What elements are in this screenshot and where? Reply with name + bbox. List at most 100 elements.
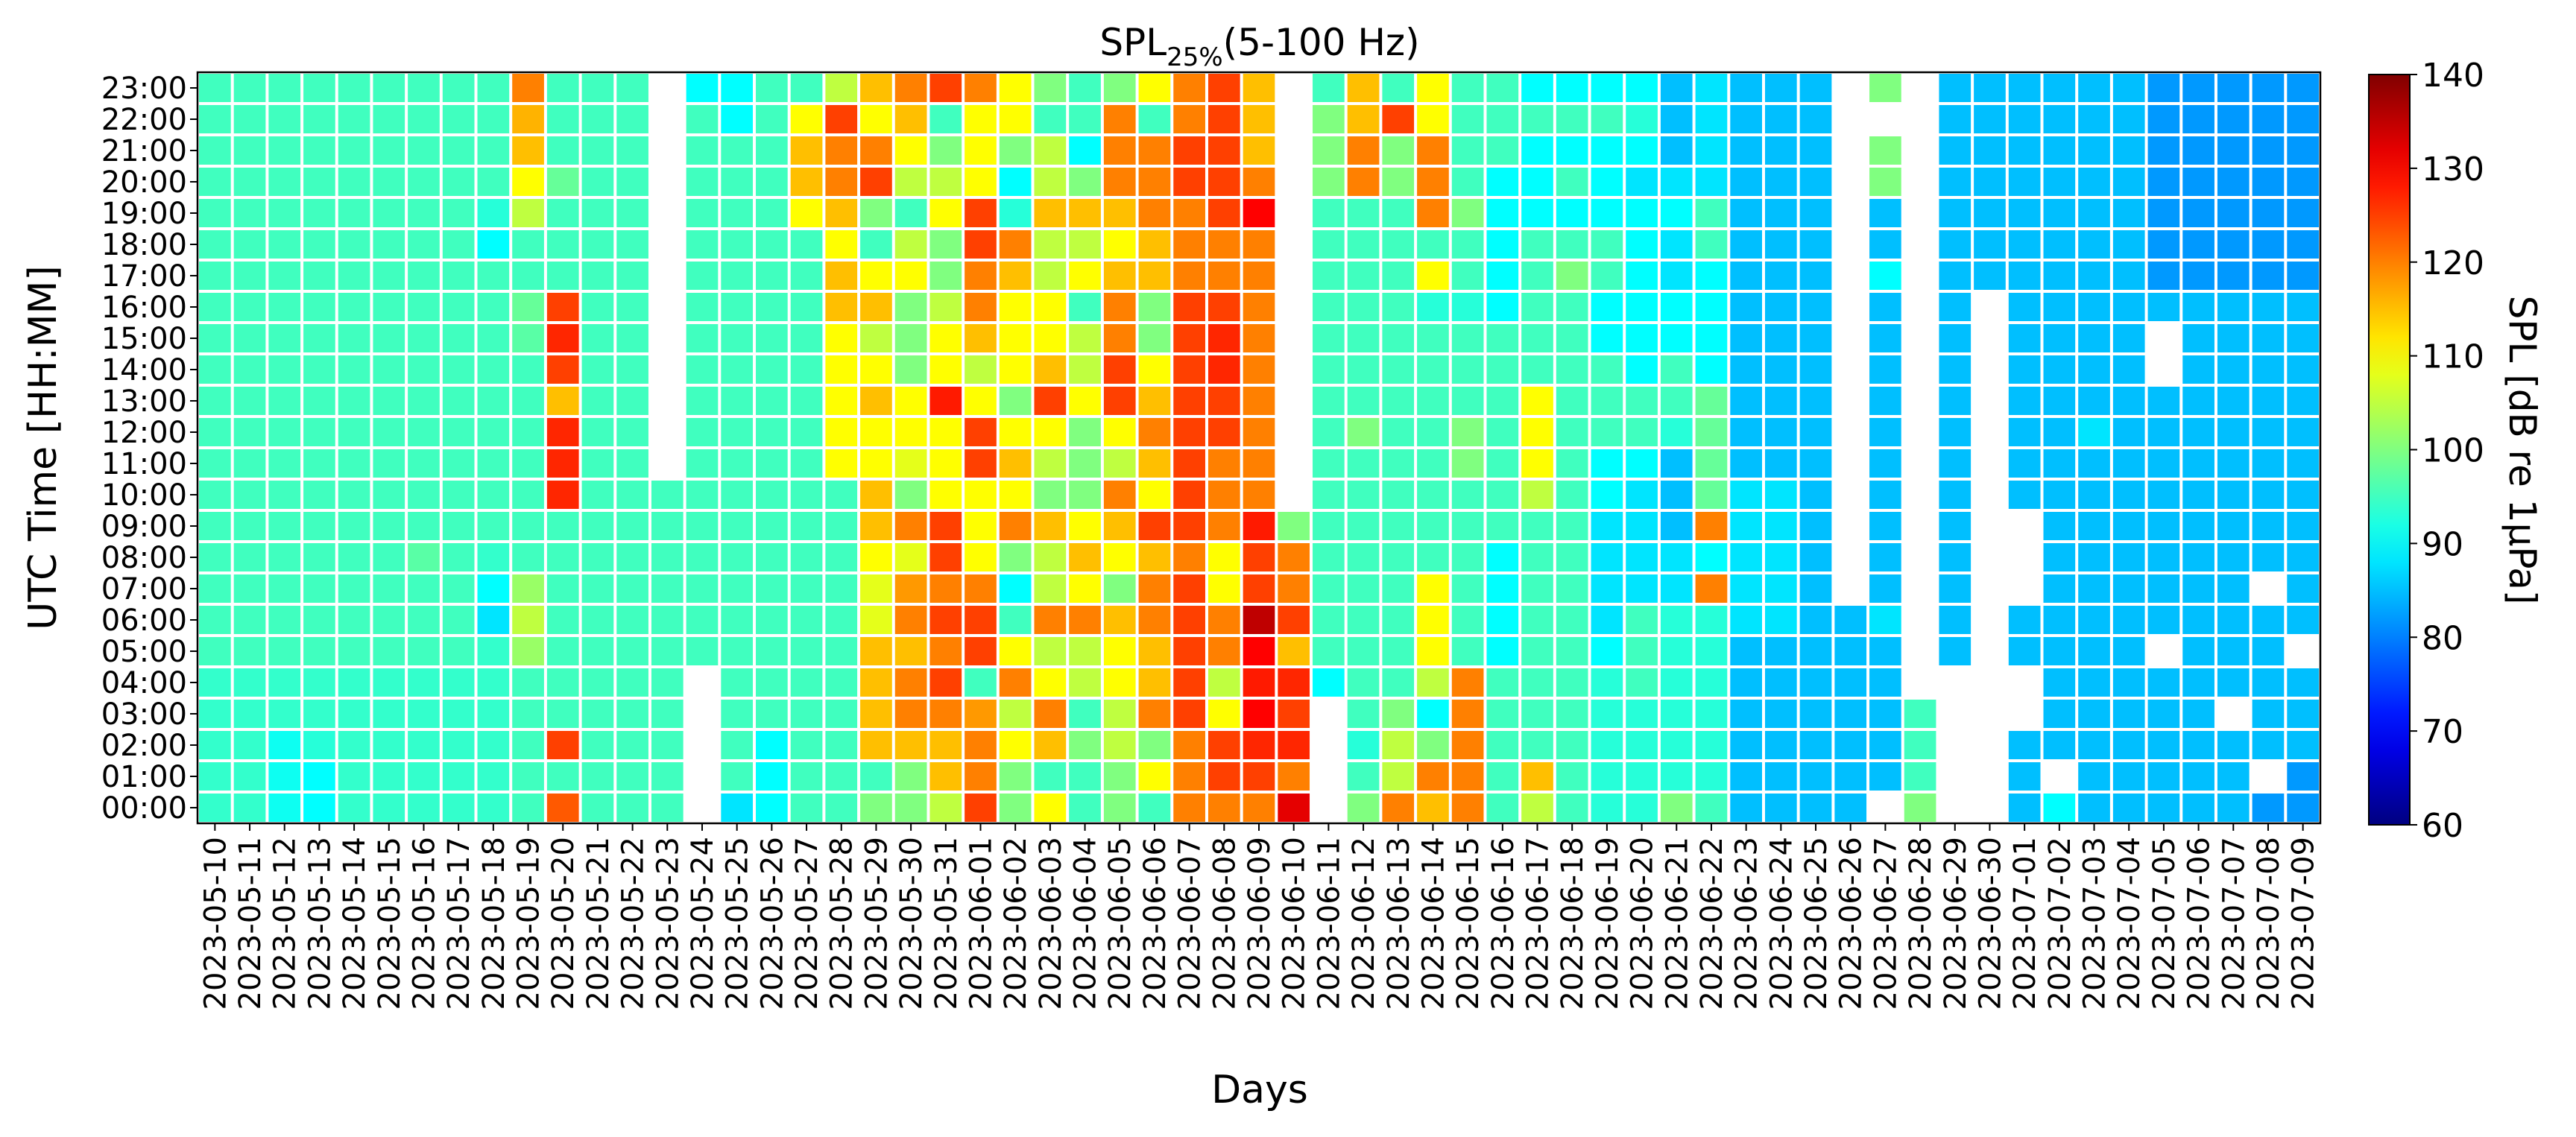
heatmap-cell xyxy=(1103,574,1136,603)
heatmap-cell xyxy=(268,105,301,133)
heatmap-cell xyxy=(1660,293,1693,321)
heatmap-cell xyxy=(233,418,266,446)
heatmap-cell xyxy=(338,512,370,540)
heatmap-cell xyxy=(581,262,614,290)
heatmap-cell xyxy=(929,606,962,634)
heatmap-cell xyxy=(1208,387,1240,415)
heatmap-cell xyxy=(1730,387,1762,415)
heatmap-cell xyxy=(408,606,440,634)
heatmap-cell xyxy=(1799,637,1832,665)
heatmap-cell xyxy=(756,574,788,603)
heatmap-cell xyxy=(1660,700,1693,728)
heatmap-cell xyxy=(1660,762,1693,791)
y-tick-label: 06:00 xyxy=(101,604,187,638)
heatmap-cell xyxy=(2217,512,2250,540)
heatmap-cell xyxy=(825,762,858,791)
x-tick-label-weekend: 2023-07-08 xyxy=(2252,837,2286,1010)
x-tick-label-weekend: 2023-06-18 xyxy=(1556,837,1590,1010)
heatmap-cell xyxy=(1034,262,1067,290)
heatmap-cell xyxy=(268,324,301,352)
heatmap-cell xyxy=(756,387,788,415)
heatmap-cell xyxy=(1695,230,1728,259)
heatmap-cell xyxy=(1660,637,1693,665)
heatmap-cell xyxy=(1138,387,1171,415)
heatmap-cell xyxy=(1382,324,1415,352)
heatmap-cell xyxy=(1799,105,1832,133)
heatmap-cell xyxy=(1103,324,1136,352)
heatmap-cell xyxy=(1138,168,1171,196)
heatmap-cell xyxy=(721,387,754,415)
heatmap-cell xyxy=(756,731,788,759)
heatmap-cell xyxy=(1764,481,1797,509)
heatmap-cell xyxy=(2147,668,2180,697)
heatmap-cell xyxy=(1208,700,1240,728)
heatmap-cell xyxy=(999,481,1032,509)
heatmap-cell xyxy=(2112,230,2145,259)
heatmap-cell xyxy=(1626,543,1658,571)
heatmap-cell xyxy=(199,74,231,102)
heatmap-cell xyxy=(2112,199,2145,227)
heatmap-cell xyxy=(860,606,892,634)
heatmap-cell xyxy=(929,293,962,321)
heatmap-cell xyxy=(1208,418,1240,446)
heatmap-cell xyxy=(1313,481,1345,509)
heatmap-cell xyxy=(894,700,927,728)
heatmap-cell xyxy=(1173,418,1205,446)
heatmap-cell xyxy=(1138,136,1171,165)
heatmap-cell xyxy=(2043,574,2076,603)
heatmap-cell xyxy=(1173,668,1205,697)
x-tick-label-weekend: 2023-07-09 xyxy=(2287,837,2321,1010)
heatmap-cell xyxy=(756,637,788,665)
heatmap-cell xyxy=(1417,199,1449,227)
heatmap-cell xyxy=(1974,199,2006,227)
heatmap-cell xyxy=(1556,199,1588,227)
heatmap-cell xyxy=(825,355,858,384)
heatmap-cell xyxy=(686,136,719,165)
heatmap-cell xyxy=(512,637,544,665)
heatmap-cell xyxy=(199,199,231,227)
heatmap-cell xyxy=(1208,230,1240,259)
heatmap-cell xyxy=(825,293,858,321)
heatmap-cell xyxy=(721,230,754,259)
heatmap-cell xyxy=(1313,387,1345,415)
heatmap-cell xyxy=(338,74,370,102)
heatmap-cell xyxy=(1417,355,1449,384)
heatmap-cell xyxy=(1208,136,1240,165)
heatmap-cell xyxy=(756,105,788,133)
heatmap-cell xyxy=(546,512,579,540)
heatmap-cell xyxy=(999,387,1032,415)
heatmap-cell xyxy=(860,324,892,352)
y-tick-label: 19:00 xyxy=(101,197,187,231)
heatmap-cell xyxy=(1869,731,1901,759)
heatmap-cell xyxy=(1799,574,1832,603)
heatmap-cell xyxy=(894,387,927,415)
heatmap-cell xyxy=(1799,355,1832,384)
heatmap-cell xyxy=(1486,794,1519,822)
heatmap-cell xyxy=(1521,105,1553,133)
x-tick-label-weekend: 2023-05-21 xyxy=(581,837,616,1010)
heatmap-cell xyxy=(1730,230,1762,259)
heatmap-cell xyxy=(1869,324,1901,352)
heatmap-cell xyxy=(1347,74,1380,102)
plot-area xyxy=(196,71,2322,825)
heatmap-cell xyxy=(1069,606,1101,634)
heatmap-cell xyxy=(2182,731,2214,759)
heatmap-cell xyxy=(999,293,1032,321)
heatmap-cell xyxy=(721,574,754,603)
heatmap-cell xyxy=(477,324,510,352)
heatmap-cell xyxy=(790,230,823,259)
heatmap-cell xyxy=(2078,324,2110,352)
heatmap-cell xyxy=(825,481,858,509)
heatmap-cell xyxy=(408,668,440,697)
heatmap-cell xyxy=(2078,355,2110,384)
heatmap-cell xyxy=(1313,606,1345,634)
heatmap-cell xyxy=(894,668,927,697)
heatmap-cell xyxy=(999,762,1032,791)
heatmap-cell xyxy=(512,794,544,822)
heatmap-cell xyxy=(442,324,475,352)
heatmap-cell xyxy=(1730,262,1762,290)
heatmap-cell xyxy=(338,168,370,196)
heatmap-cell xyxy=(2182,262,2214,290)
heatmap-cell xyxy=(686,418,719,446)
heatmap-cell xyxy=(2043,387,2076,415)
